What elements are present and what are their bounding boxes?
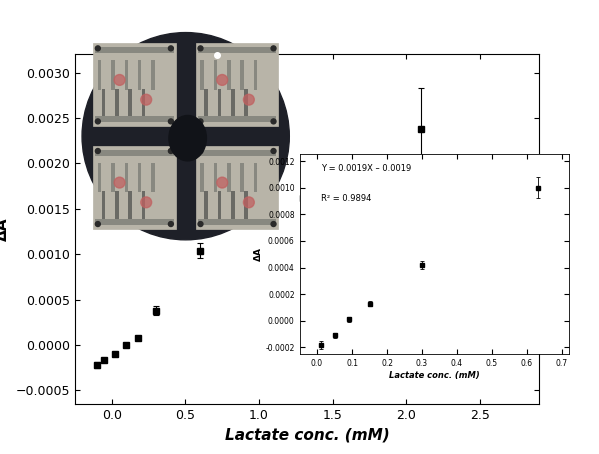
Ellipse shape <box>169 115 207 161</box>
Text: Y = 0.0019X – 0.0019: Y = 0.0019X – 0.0019 <box>321 164 412 173</box>
Bar <box>128 89 132 117</box>
Bar <box>115 89 119 117</box>
Bar <box>204 192 208 219</box>
Bar <box>102 192 105 219</box>
Bar <box>151 60 155 90</box>
Bar <box>125 163 128 192</box>
Bar <box>151 163 155 192</box>
Bar <box>214 163 217 192</box>
X-axis label: Lactate conc. (mM): Lactate conc. (mM) <box>225 428 389 443</box>
Bar <box>254 163 258 192</box>
Bar <box>142 89 146 117</box>
Bar <box>204 89 208 117</box>
Bar <box>227 163 231 192</box>
Circle shape <box>168 222 173 227</box>
Circle shape <box>141 94 152 105</box>
Bar <box>254 60 258 90</box>
Circle shape <box>271 119 276 124</box>
Bar <box>218 89 221 117</box>
Circle shape <box>141 197 152 208</box>
Bar <box>93 44 176 126</box>
Y-axis label: ΔA: ΔA <box>253 247 262 261</box>
Bar <box>241 60 244 90</box>
Bar <box>241 163 244 192</box>
Circle shape <box>95 46 100 51</box>
Circle shape <box>243 94 255 105</box>
Y-axis label: ΔA: ΔA <box>0 217 10 241</box>
Bar <box>111 60 114 90</box>
Bar <box>95 219 174 225</box>
Circle shape <box>82 33 289 240</box>
Circle shape <box>198 222 203 227</box>
Bar <box>244 192 248 219</box>
Bar <box>198 219 277 225</box>
Bar <box>231 89 235 117</box>
Text: R² = 0.9894: R² = 0.9894 <box>321 194 371 203</box>
Bar <box>138 163 141 192</box>
Bar <box>227 60 231 90</box>
Circle shape <box>198 46 203 51</box>
Bar <box>142 192 146 219</box>
Circle shape <box>217 74 228 85</box>
Bar <box>195 44 279 126</box>
Circle shape <box>114 177 125 188</box>
Bar <box>198 117 277 123</box>
Circle shape <box>198 119 203 124</box>
Circle shape <box>168 148 173 153</box>
Bar <box>95 150 174 156</box>
Bar <box>231 192 235 219</box>
Bar <box>218 192 221 219</box>
Circle shape <box>95 148 100 153</box>
Bar <box>244 89 248 117</box>
Circle shape <box>95 222 100 227</box>
Bar <box>93 146 176 229</box>
Bar <box>102 89 105 117</box>
Bar <box>95 47 174 53</box>
Bar <box>98 163 101 192</box>
Bar <box>201 163 204 192</box>
X-axis label: Lactate conc. (mM): Lactate conc. (mM) <box>389 371 480 380</box>
Circle shape <box>217 177 228 188</box>
Bar <box>198 47 277 53</box>
Circle shape <box>271 222 276 227</box>
Bar <box>198 150 277 156</box>
Circle shape <box>95 119 100 124</box>
Bar <box>201 60 204 90</box>
Circle shape <box>243 197 255 208</box>
Bar <box>98 60 101 90</box>
Bar <box>195 146 279 229</box>
Circle shape <box>168 119 173 124</box>
Circle shape <box>271 148 276 153</box>
Bar <box>115 192 119 219</box>
Bar <box>128 192 132 219</box>
Bar <box>138 60 141 90</box>
Circle shape <box>271 46 276 51</box>
Bar <box>214 60 217 90</box>
Bar <box>111 163 114 192</box>
Bar <box>125 60 128 90</box>
Circle shape <box>168 46 173 51</box>
Circle shape <box>198 148 203 153</box>
Bar <box>95 117 174 123</box>
Circle shape <box>114 74 125 85</box>
